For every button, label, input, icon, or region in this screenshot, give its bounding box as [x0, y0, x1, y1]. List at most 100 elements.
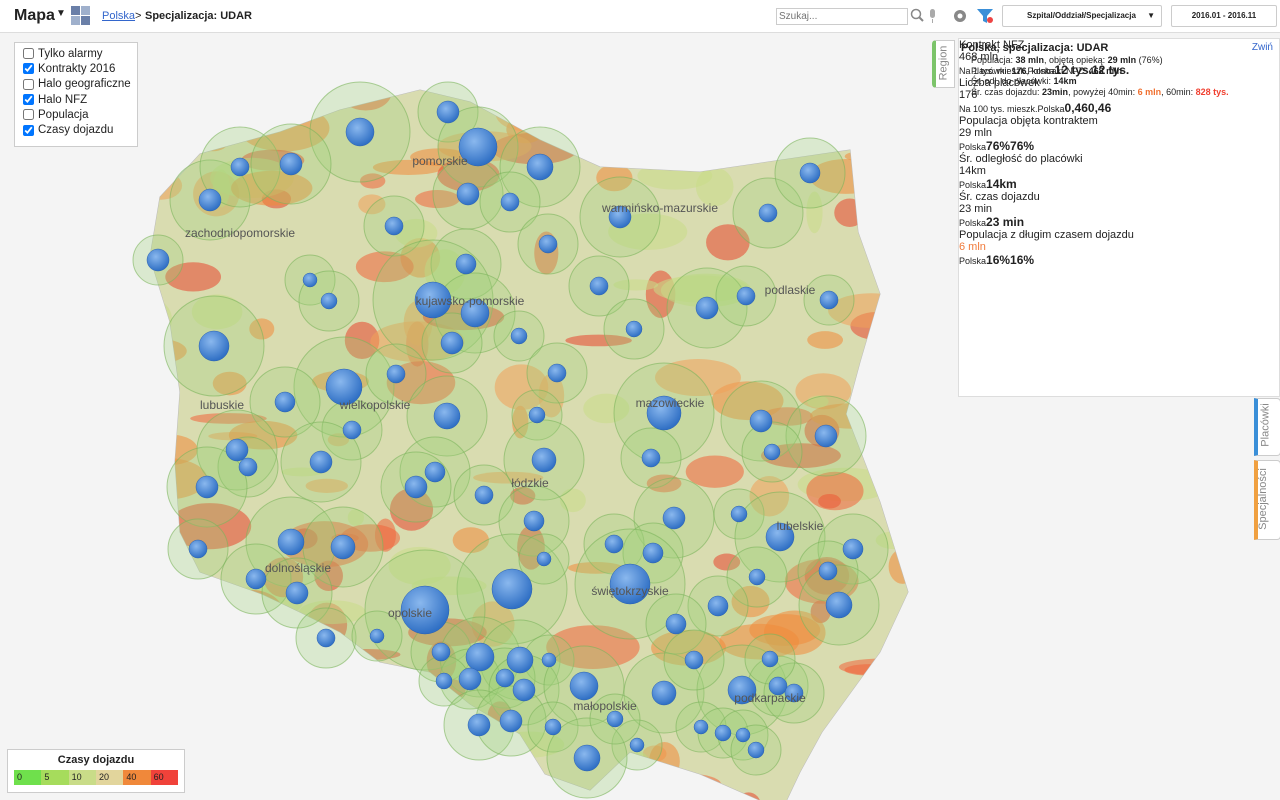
- card-ref-value: 76%: [1010, 139, 1035, 153]
- facilities-tab[interactable]: Placówki: [1254, 398, 1280, 456]
- card-sub-value: 12 tys.: [1054, 63, 1092, 77]
- travel-time-patch: [638, 90, 657, 106]
- legend-swatch: 0: [14, 770, 42, 785]
- layer-option: Halo NFZ: [15, 92, 137, 107]
- card-sub-value: 16%: [986, 253, 1011, 267]
- region-label: małopolskie: [573, 699, 637, 713]
- facility-bubble: [693, 719, 709, 735]
- collapse-link[interactable]: Zwiń: [1251, 42, 1273, 53]
- travel-time-patch: [749, 476, 790, 517]
- legend-stop-label: 10: [71, 772, 82, 782]
- facility-bubble: [400, 585, 450, 635]
- layer-checkbox[interactable]: [23, 94, 34, 106]
- period-dropdown[interactable]: 2016.01 - 2016.11: [1171, 5, 1277, 27]
- layer-label: Kontrakty 2016: [38, 62, 116, 75]
- summary-text: Populacja:: [971, 55, 1016, 65]
- facility-bubble: [460, 298, 490, 328]
- card-ref-label: Polska: [959, 256, 987, 266]
- travel-time-patch: [388, 546, 451, 585]
- card-footer: Na 1 tys. mieszk.Polska12 tys.12 tys.: [959, 63, 1279, 77]
- summary-text: , powyżej 40min:: [1068, 86, 1138, 97]
- facility-bubble: [316, 628, 336, 648]
- facility-bubble: [714, 724, 732, 742]
- layout-icon[interactable]: [71, 6, 91, 26]
- summary-text: 176: [1011, 65, 1027, 76]
- travel-time-patch: [165, 262, 222, 292]
- travel-time-patch: [637, 161, 713, 190]
- region-label: świętokrzyskie: [591, 584, 669, 598]
- card-title: Śr. czas dojazdu: [959, 191, 1040, 203]
- facility-bubble: [589, 276, 609, 296]
- facility-bubble: [727, 675, 757, 705]
- breadcrumb-link[interactable]: Polska: [102, 10, 136, 22]
- travel-time-patch: [859, 90, 908, 113]
- facility-bubble: [736, 286, 756, 306]
- travel-time-patch: [269, 678, 309, 715]
- card-title: Populacja objęta kontraktem: [959, 115, 1098, 127]
- period-label: 2016.01 - 2016.11: [1191, 11, 1257, 20]
- specialties-tab[interactable]: Specjalności: [1254, 460, 1280, 540]
- card-footer: Polska16%16%: [959, 253, 1279, 267]
- layer-checkbox[interactable]: [23, 63, 34, 75]
- summary-line: Populacja: 38 mln, objętą opieką: 29 mln…: [971, 55, 1229, 66]
- search-input[interactable]: [776, 8, 908, 25]
- panel-summary: Populacja: 38 mln, objętą opieką: 29 mln…: [971, 55, 1229, 97]
- region-labels: pomorskie warmińsko-mazurskie zachodniopom…: [185, 154, 824, 713]
- card-ref-label: Polska: [959, 180, 987, 190]
- travel-time-patch: [583, 393, 630, 424]
- facility-bubble: [604, 534, 624, 554]
- facility-bubble: [665, 613, 687, 635]
- card-title: Śr. odległość do placówki: [959, 153, 1083, 165]
- travel-time-patch: [685, 455, 744, 488]
- stat-card: Liczba placówek 176 Na 100 tys. mieszk.Pol…: [959, 77, 1279, 115]
- legend-stop-label: 40: [126, 772, 137, 782]
- layer-checkbox[interactable]: [23, 124, 34, 136]
- filter-dropdown[interactable]: Szpital/Oddział/Specjalizacja ▼: [1002, 5, 1162, 27]
- menu-caret[interactable]: ▼: [56, 8, 66, 19]
- layer-label: Populacja: [38, 108, 89, 121]
- facility-bubble: [735, 727, 751, 743]
- travel-time-patch: [565, 334, 632, 347]
- card-value: 23 min: [959, 203, 993, 215]
- travel-time-patch: [843, 740, 908, 779]
- facility-bubble: [467, 713, 491, 737]
- travel-time-patch: [389, 488, 434, 531]
- travel-time-patch: [249, 318, 275, 340]
- stat-card: Populacja z długim czasem dojazdu 6 mln Po…: [959, 229, 1279, 267]
- facility-bubble: [309, 450, 333, 474]
- facility-bubble: [491, 568, 533, 610]
- facility-bubble: [761, 650, 779, 668]
- facility-bubble: [651, 680, 677, 706]
- facility-bubble: [458, 667, 482, 691]
- map: pomorskie warmińsko-mazurskie zachodniopom…: [132, 81, 909, 800]
- facility-bubble: [435, 672, 453, 690]
- summary-text: 828 tys.: [1195, 86, 1229, 97]
- facility-bubble: [279, 152, 303, 176]
- facility-bubble: [495, 668, 515, 688]
- stat-card: Populacja objęta kontraktem 29 mln Polska7…: [959, 115, 1279, 153]
- travel-time-patch: [281, 467, 323, 477]
- travel-time-patch: [731, 585, 770, 618]
- summary-text: , objętą opieką:: [1044, 55, 1108, 65]
- card-title: Kontrakt NFZ: [959, 39, 1025, 51]
- layer-label: Czasy dojazdu: [38, 124, 114, 137]
- app-title[interactable]: Mapa: [14, 7, 55, 24]
- facility-bubble: [799, 162, 821, 184]
- filter-icon[interactable]: [976, 7, 994, 25]
- facility-bubble: [195, 475, 219, 499]
- travel-time-patch: [512, 405, 529, 439]
- region-tab[interactable]: Region: [932, 40, 955, 88]
- facility-bubble: [510, 327, 528, 345]
- layer-checkbox[interactable]: [23, 48, 34, 60]
- facility-bubble: [531, 447, 557, 473]
- travel-time-patch: [859, 404, 908, 437]
- facility-bubble: [819, 290, 839, 310]
- layer-checkbox[interactable]: [23, 78, 34, 90]
- travel-time-patch: [806, 471, 864, 511]
- legend: Czasy dojazdu 0 5 10 20 40 60: [7, 749, 185, 793]
- facility-bubble: [320, 292, 338, 310]
- facility-bubble: [625, 320, 643, 338]
- travel-time-patch: [157, 635, 214, 653]
- summary-text: 468 mln: [1088, 65, 1123, 76]
- layer-checkbox[interactable]: [23, 109, 34, 121]
